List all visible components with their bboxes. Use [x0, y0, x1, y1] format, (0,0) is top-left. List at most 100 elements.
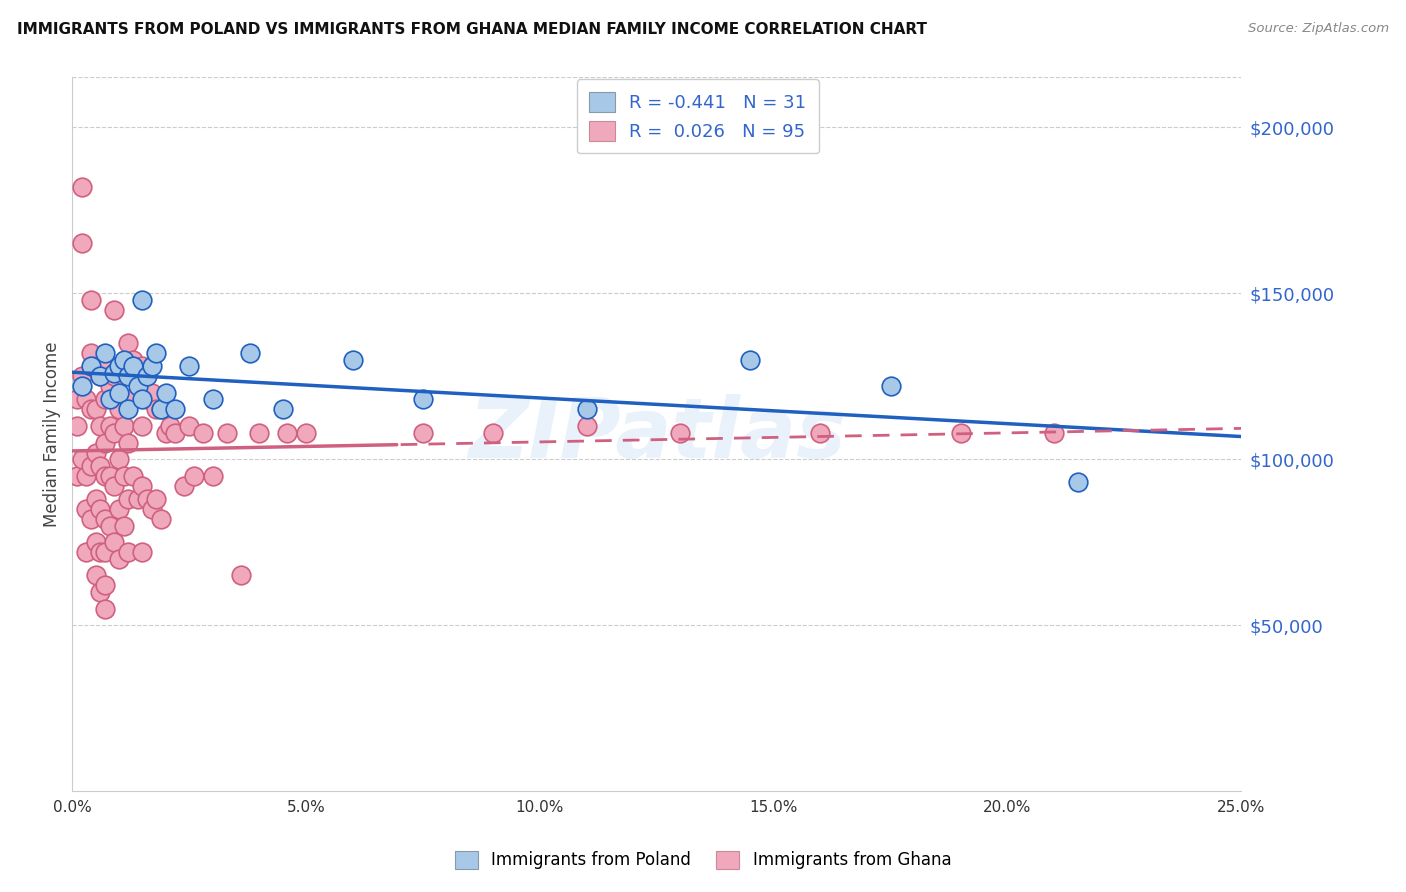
- Point: [127, 379, 149, 393]
- Point: [342, 352, 364, 367]
- Point: [103, 535, 125, 549]
- Point: [89, 502, 111, 516]
- Point: [84, 568, 107, 582]
- Point: [94, 468, 117, 483]
- Point: [131, 293, 153, 307]
- Point: [165, 425, 187, 440]
- Point: [127, 491, 149, 506]
- Point: [80, 359, 103, 374]
- Point: [89, 369, 111, 384]
- Point: [173, 479, 195, 493]
- Point: [98, 468, 121, 483]
- Point: [131, 392, 153, 407]
- Point: [141, 502, 163, 516]
- Point: [108, 551, 131, 566]
- Point: [98, 392, 121, 407]
- Point: [70, 180, 93, 194]
- Point: [1043, 425, 1066, 440]
- Point: [103, 302, 125, 317]
- Point: [70, 236, 93, 251]
- Point: [150, 402, 173, 417]
- Point: [89, 545, 111, 559]
- Point: [131, 545, 153, 559]
- Point: [122, 359, 145, 374]
- Point: [112, 369, 135, 384]
- Point: [1066, 475, 1088, 490]
- Text: IMMIGRANTS FROM POLAND VS IMMIGRANTS FROM GHANA MEDIAN FAMILY INCOME CORRELATION: IMMIGRANTS FROM POLAND VS IMMIGRANTS FRO…: [17, 22, 927, 37]
- Point: [117, 336, 139, 351]
- Point: [108, 359, 131, 374]
- Point: [89, 585, 111, 599]
- Point: [201, 392, 224, 407]
- Point: [89, 458, 111, 473]
- Point: [108, 452, 131, 467]
- Point: [75, 545, 97, 559]
- Point: [165, 402, 187, 417]
- Point: [75, 468, 97, 483]
- Point: [108, 502, 131, 516]
- Point: [103, 369, 125, 384]
- Point: [201, 468, 224, 483]
- Point: [412, 392, 434, 407]
- Point: [80, 346, 103, 360]
- Point: [131, 359, 153, 374]
- Point: [575, 419, 598, 434]
- Point: [122, 468, 145, 483]
- Point: [145, 491, 167, 506]
- Point: [94, 392, 117, 407]
- Point: [117, 369, 139, 384]
- Point: [141, 359, 163, 374]
- Point: [98, 379, 121, 393]
- Point: [136, 491, 159, 506]
- Y-axis label: Median Family Income: Median Family Income: [44, 342, 60, 527]
- Point: [215, 425, 238, 440]
- Point: [98, 518, 121, 533]
- Point: [94, 545, 117, 559]
- Point: [89, 369, 111, 384]
- Point: [70, 369, 93, 384]
- Point: [179, 359, 201, 374]
- Point: [103, 366, 125, 380]
- Point: [94, 352, 117, 367]
- Point: [70, 379, 93, 393]
- Point: [239, 346, 262, 360]
- Point: [103, 425, 125, 440]
- Point: [94, 601, 117, 615]
- Point: [80, 402, 103, 417]
- Point: [80, 458, 103, 473]
- Point: [141, 385, 163, 400]
- Point: [482, 425, 505, 440]
- Point: [117, 545, 139, 559]
- Point: [84, 445, 107, 459]
- Point: [112, 518, 135, 533]
- Point: [122, 352, 145, 367]
- Point: [117, 435, 139, 450]
- Point: [247, 425, 270, 440]
- Point: [127, 369, 149, 384]
- Point: [193, 425, 215, 440]
- Point: [80, 293, 103, 307]
- Point: [150, 512, 173, 526]
- Point: [117, 491, 139, 506]
- Text: ZIPatlas: ZIPatlas: [468, 394, 845, 475]
- Point: [136, 369, 159, 384]
- Point: [155, 425, 177, 440]
- Point: [66, 468, 89, 483]
- Point: [66, 419, 89, 434]
- Point: [84, 359, 107, 374]
- Point: [131, 419, 153, 434]
- Point: [84, 535, 107, 549]
- Point: [108, 359, 131, 374]
- Point: [80, 512, 103, 526]
- Point: [155, 385, 177, 400]
- Point: [949, 425, 972, 440]
- Point: [108, 385, 131, 400]
- Point: [879, 379, 901, 393]
- Point: [229, 568, 252, 582]
- Legend: Immigrants from Poland, Immigrants from Ghana: Immigrants from Poland, Immigrants from …: [444, 840, 962, 880]
- Point: [112, 468, 135, 483]
- Point: [89, 419, 111, 434]
- Point: [112, 419, 135, 434]
- Point: [94, 346, 117, 360]
- Point: [108, 402, 131, 417]
